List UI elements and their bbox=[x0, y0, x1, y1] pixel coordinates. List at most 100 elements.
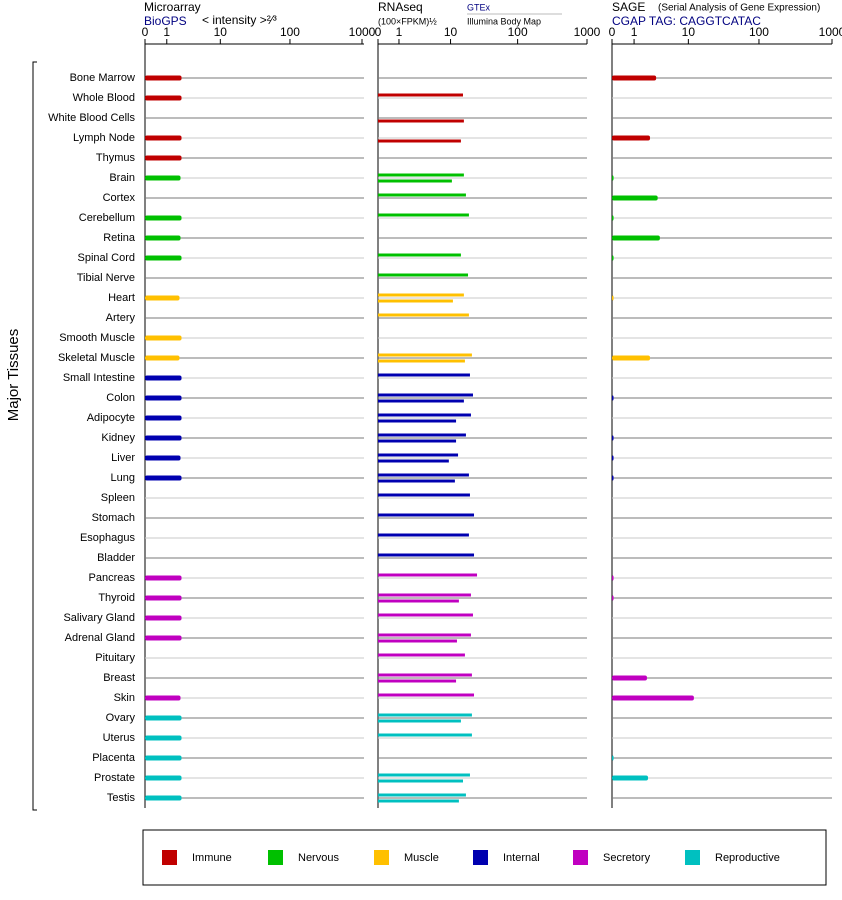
category-label: Retina bbox=[103, 232, 136, 244]
category-label: Heart bbox=[108, 292, 135, 304]
legend-label: Secretory bbox=[603, 852, 651, 864]
bar bbox=[145, 615, 182, 621]
bar bbox=[378, 253, 461, 257]
category-label: Breast bbox=[103, 672, 135, 684]
x-tick-label: 1 bbox=[163, 25, 170, 39]
legend-label: Immune bbox=[192, 852, 232, 864]
bar bbox=[378, 533, 469, 537]
bar bbox=[378, 459, 449, 463]
category-label: Pituitary bbox=[95, 652, 135, 664]
category-label: Adrenal Gland bbox=[65, 632, 135, 644]
bar bbox=[145, 575, 182, 581]
x-tick-label: 0 bbox=[609, 25, 616, 39]
category-label: Thyroid bbox=[98, 592, 135, 604]
category-label: Colon bbox=[106, 392, 135, 404]
x-tick-label: 1 bbox=[396, 25, 403, 39]
bar bbox=[378, 573, 478, 577]
bar bbox=[378, 119, 464, 123]
bar bbox=[145, 155, 182, 161]
bar bbox=[378, 353, 472, 357]
bar bbox=[378, 273, 469, 277]
bar bbox=[378, 679, 457, 683]
category-label: Lymph Node bbox=[73, 132, 135, 144]
category-label: Skeletal Muscle bbox=[58, 352, 135, 364]
bar bbox=[612, 395, 614, 401]
bar bbox=[378, 719, 461, 723]
bar bbox=[612, 255, 614, 261]
panel-subtitle: CGAP TAG: CAGGTCATAC bbox=[612, 14, 761, 28]
category-label: Lung bbox=[111, 472, 135, 484]
panel-subtitle: BioGPS bbox=[144, 14, 187, 28]
bar bbox=[378, 433, 466, 437]
bar bbox=[145, 715, 182, 721]
panel-title: SAGE bbox=[612, 0, 645, 14]
bar bbox=[378, 793, 466, 797]
bar bbox=[378, 653, 465, 657]
bar bbox=[378, 439, 457, 443]
category-label: Small Intestine bbox=[63, 372, 135, 384]
category-label: Esophagus bbox=[80, 532, 136, 544]
bar bbox=[145, 175, 181, 181]
bar bbox=[378, 173, 464, 177]
bar bbox=[612, 295, 614, 301]
bar bbox=[145, 295, 180, 301]
bar bbox=[145, 755, 182, 761]
y-axis-label: Major Tissues bbox=[5, 329, 22, 422]
x-tick-label: 0 bbox=[142, 25, 149, 39]
category-label: Testis bbox=[107, 792, 136, 804]
category-label: Skin bbox=[114, 692, 135, 704]
x-tick-label: 100 bbox=[508, 25, 528, 39]
bar bbox=[612, 195, 658, 201]
series-label: GTEx bbox=[467, 2, 491, 12]
series-label: Illumina Body Map bbox=[467, 16, 541, 26]
category-label: Ovary bbox=[106, 712, 136, 724]
category-label: Adipocyte bbox=[87, 412, 135, 424]
category-label: Smooth Muscle bbox=[59, 332, 135, 344]
x-tick-label: 1000 bbox=[574, 25, 601, 39]
bar bbox=[378, 419, 457, 423]
bar bbox=[612, 475, 614, 481]
legend-swatch bbox=[573, 850, 588, 865]
bar bbox=[612, 435, 614, 441]
legend-swatch bbox=[162, 850, 177, 865]
bar bbox=[378, 393, 473, 397]
category-label: Bone Marrow bbox=[70, 72, 135, 84]
bar bbox=[378, 713, 472, 717]
bar bbox=[612, 775, 649, 781]
legend-swatch bbox=[268, 850, 283, 865]
category-label: Spinal Cord bbox=[78, 252, 135, 264]
bar bbox=[378, 779, 463, 783]
bar bbox=[378, 293, 464, 297]
bar bbox=[378, 553, 475, 557]
category-label: Cerebellum bbox=[79, 212, 135, 224]
x-tick-label: 1000 bbox=[349, 25, 376, 39]
bar bbox=[145, 95, 182, 101]
bar bbox=[145, 595, 182, 601]
category-label: Bladder bbox=[97, 552, 135, 564]
bar bbox=[612, 75, 657, 81]
x-tick-label: 10 bbox=[214, 25, 228, 39]
bar bbox=[378, 599, 459, 603]
bar bbox=[378, 473, 469, 477]
bar bbox=[145, 435, 182, 441]
bar bbox=[378, 453, 459, 457]
category-label: Prostate bbox=[94, 772, 135, 784]
legend-label: Internal bbox=[503, 852, 540, 864]
bar bbox=[612, 595, 614, 601]
bar bbox=[378, 673, 472, 677]
bar bbox=[145, 795, 182, 801]
bar bbox=[145, 255, 182, 261]
bar bbox=[612, 135, 651, 141]
bar bbox=[612, 695, 694, 701]
legend-label: Nervous bbox=[298, 852, 339, 864]
category-label: White Blood Cells bbox=[48, 112, 135, 124]
x-tick-label: 10 bbox=[682, 25, 696, 39]
bar bbox=[145, 235, 181, 241]
category-label: Liver bbox=[111, 452, 135, 464]
bar bbox=[378, 299, 453, 303]
bar bbox=[378, 139, 461, 143]
axis-label: (100×FPKM)½ bbox=[378, 16, 437, 26]
bar bbox=[378, 493, 470, 497]
bar bbox=[378, 213, 469, 217]
bar bbox=[612, 215, 614, 221]
